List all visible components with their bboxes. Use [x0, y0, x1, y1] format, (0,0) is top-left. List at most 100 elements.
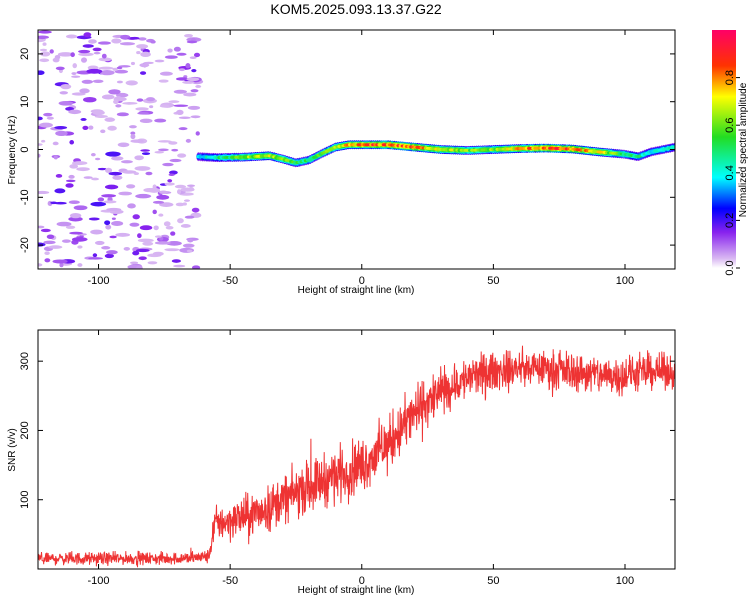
spectrogram-ridge [196, 140, 675, 168]
snr-x-ticks: -100 -50 0 50 100 [88, 330, 634, 587]
noise-blob [186, 249, 193, 253]
noise-blob [65, 183, 74, 188]
noise-blob [94, 157, 101, 161]
noise-blob [134, 155, 144, 161]
spectrogram-y-tick-label: -10 [19, 189, 31, 205]
spectrogram-y-tick-label: -20 [19, 237, 31, 253]
noise-blob [130, 139, 144, 143]
noise-blob [168, 173, 175, 177]
noise-blob [97, 41, 111, 45]
chart-title: KOM5.2025.093.13.37.G22 [270, 1, 441, 17]
noise-blob [185, 63, 191, 69]
noise-blob [38, 242, 46, 247]
noise-blob [164, 182, 175, 186]
noise-blob [116, 80, 123, 84]
snr-y-tick-label: 100 [19, 491, 31, 509]
colorbar-ticks: 0.0 0.2 0.4 0.6 0.8 [724, 70, 740, 276]
noise-blob [187, 105, 201, 110]
noise-blob [65, 34, 78, 39]
noise-blob [71, 161, 88, 166]
noise-blob [44, 258, 51, 263]
noise-blob [68, 174, 75, 179]
spectrogram-noise-blobs [38, 30, 204, 269]
noise-blob [127, 203, 136, 209]
noise-blob [52, 141, 59, 146]
noise-blob [65, 225, 76, 229]
noise-blob [159, 104, 170, 108]
spectrogram-x-ticks: -100 -50 0 50 100 [88, 30, 634, 287]
noise-blob [122, 170, 137, 174]
noise-blob [76, 167, 90, 172]
noise-blob [134, 166, 151, 171]
spectrogram-x-tick-label: -100 [88, 275, 110, 287]
noise-blob [104, 220, 111, 226]
noise-blob [153, 225, 159, 231]
noise-blob [86, 68, 103, 74]
noise-blob [190, 89, 199, 93]
noise-blob [171, 259, 181, 263]
noise-blob [158, 79, 169, 83]
noise-blob [54, 125, 68, 130]
noise-blob [176, 109, 184, 116]
noise-blob [132, 250, 140, 256]
snr-y-tick-label: 200 [19, 421, 31, 439]
noise-blob [137, 111, 150, 115]
noise-blob [58, 100, 74, 106]
noise-blob [183, 92, 197, 97]
noise-blob [90, 153, 96, 157]
noise-blob [53, 155, 58, 160]
noise-blob [109, 235, 117, 239]
noise-blob [116, 112, 129, 117]
noise-blob [182, 202, 187, 206]
noise-blob [156, 194, 170, 200]
noise-blob [115, 232, 131, 237]
noise-blob [65, 106, 75, 111]
noise-blob [107, 125, 117, 131]
noise-blob [112, 67, 118, 71]
spectrogram-x-tick-label: 100 [616, 275, 634, 287]
noise-blob [159, 71, 173, 76]
noise-blob [55, 66, 65, 71]
noise-blob [185, 138, 192, 143]
noise-blob [136, 248, 150, 253]
noise-blob [143, 188, 157, 193]
noise-blob [88, 39, 97, 44]
noise-blob [52, 57, 60, 63]
noise-blob [149, 105, 154, 109]
noise-blob [101, 94, 115, 100]
noise-blob [103, 200, 117, 204]
noise-blob [68, 216, 83, 222]
noise-blob [98, 57, 112, 62]
noise-blob [122, 102, 138, 105]
noise-blob [59, 262, 64, 268]
noise-blob [163, 221, 171, 227]
noise-blob [174, 184, 187, 189]
noise-blob [97, 197, 105, 202]
noise-blob [136, 50, 141, 55]
noise-blob [115, 104, 122, 108]
colorbar-label: Normalized spectral amplitude [738, 82, 749, 217]
noise-blob [191, 207, 200, 213]
noise-blob [99, 69, 115, 76]
noise-blob [173, 264, 186, 268]
spectrogram-x-tick-label: -50 [222, 275, 238, 287]
colorbar-tick-label: 0.6 [724, 118, 736, 133]
spectrogram-y-ticks: -20 -10 0 10 20 [19, 48, 675, 253]
noise-blob [83, 176, 93, 179]
spectrogram-x-tick-label: 50 [487, 275, 499, 287]
noise-blob [139, 71, 147, 75]
noise-blob [126, 184, 136, 189]
noise-blob [68, 109, 82, 115]
noise-blob [38, 153, 41, 158]
noise-blob [39, 48, 48, 52]
noise-blob [55, 130, 68, 136]
noise-blob [90, 201, 107, 207]
noise-blob [78, 52, 94, 57]
noise-blob [154, 235, 162, 238]
noise-blob [180, 224, 191, 228]
noise-blob [152, 251, 164, 256]
noise-blob [182, 243, 195, 248]
noise-blob [54, 201, 67, 205]
noise-blob [94, 240, 105, 245]
noise-blob [154, 59, 165, 63]
